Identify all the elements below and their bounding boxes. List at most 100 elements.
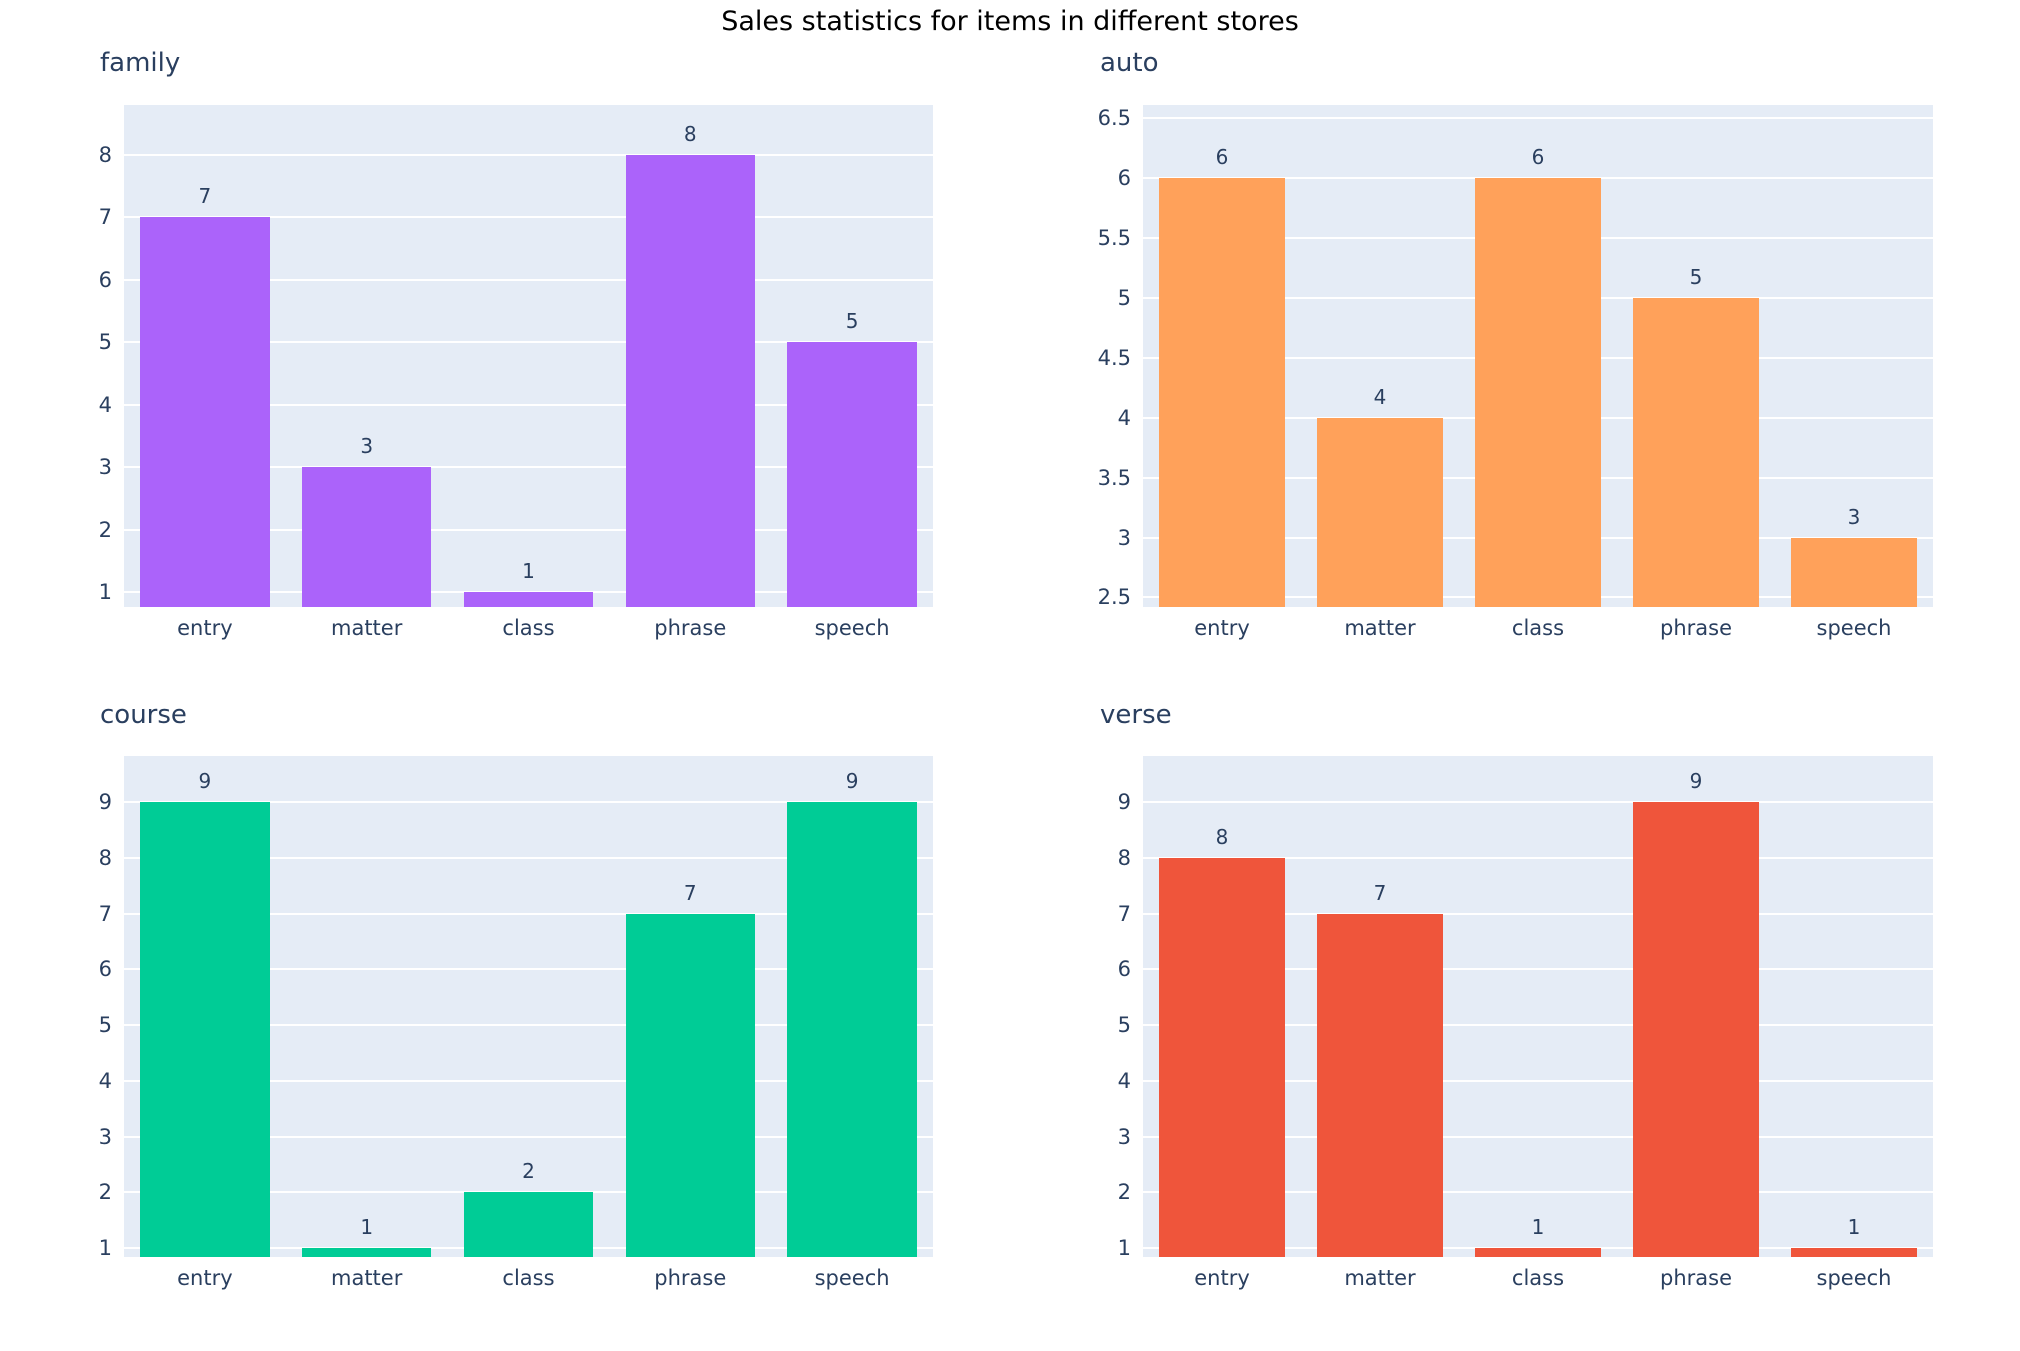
y-tick-label: 3 <box>1117 1124 1131 1149</box>
bar-value-label: 5 <box>845 309 859 334</box>
bar-auto-class <box>1474 178 1602 607</box>
gridline-y3 <box>124 466 933 469</box>
bar-family-entry <box>140 217 270 607</box>
gridline-y7 <box>124 912 933 915</box>
bar-value-label: 9 <box>198 769 212 794</box>
y-tick-label: 4.5 <box>1097 345 1131 370</box>
gridline-y3 <box>1143 1135 1933 1138</box>
y-tick-label: 2.5 <box>1097 585 1131 610</box>
y-tick-label: 7 <box>1117 901 1131 926</box>
bar-auto-matter <box>1316 417 1444 607</box>
subplot-title-verse: verse <box>1100 700 1172 730</box>
gridline-y8 <box>124 153 933 156</box>
x-category-label: entry <box>177 1266 233 1290</box>
gridline-y2 <box>1143 1191 1933 1194</box>
bar-course-speech <box>787 802 917 1257</box>
y-tick-label: 8 <box>98 142 112 167</box>
bar-value-label: 9 <box>845 769 859 794</box>
y-tick-label: 3 <box>1117 525 1131 550</box>
gridline-y6 <box>1143 968 1933 971</box>
gridline-y8 <box>124 856 933 859</box>
bar-value-label: 3 <box>360 434 374 459</box>
bar-value-label: 1 <box>522 559 535 583</box>
y-tick-label: 5.5 <box>1097 225 1131 250</box>
gridline-y6 <box>124 278 933 281</box>
bar-family-class <box>463 592 594 607</box>
y-tick-label: 5 <box>1117 285 1131 310</box>
gridline-y4 <box>124 403 933 406</box>
x-category-label: speech <box>1816 616 1892 640</box>
bar-value-label: 6 <box>1215 145 1229 170</box>
y-tick-label: 9 <box>98 790 112 815</box>
gridline-y5 <box>124 341 933 344</box>
x-category-label: phrase <box>654 1266 727 1290</box>
gridline-y4 <box>124 1079 933 1082</box>
bar-value-label: 7 <box>683 880 697 905</box>
x-category-label: matter <box>331 616 403 640</box>
x-category-label: speech <box>814 1266 890 1290</box>
x-category-label: class <box>502 1266 555 1290</box>
gridline-y4 <box>1143 1079 1933 1082</box>
gridline-y2 <box>124 528 933 531</box>
gridline-y8 <box>1143 856 1933 859</box>
bar-value-label: 1 <box>1847 1215 1861 1240</box>
gridline-y6.5 <box>1143 117 1933 120</box>
bar-value-label: 4 <box>1373 384 1387 409</box>
bar-verse-matter <box>1316 913 1444 1257</box>
bar-value-label: 6 <box>1531 145 1545 170</box>
bar-verse-entry <box>1158 857 1286 1257</box>
gridline-y5 <box>124 1024 933 1027</box>
bar-course-phrase <box>625 913 756 1257</box>
y-tick-label: 2 <box>1117 1180 1131 1205</box>
y-tick-label: 5 <box>98 330 112 355</box>
bar-auto-speech <box>1790 537 1918 607</box>
gridline-y9 <box>124 801 933 804</box>
y-tick-label: 6.5 <box>1097 106 1131 131</box>
bar-family-phrase <box>625 154 756 607</box>
y-tick-label: 5 <box>1117 1013 1131 1038</box>
x-category-label: entry <box>1194 1266 1250 1290</box>
bar-value-label: 1 <box>1531 1215 1545 1240</box>
bar-course-matter <box>301 1248 432 1257</box>
x-category-label: phrase <box>1659 616 1732 640</box>
y-tick-label: 6 <box>98 267 112 292</box>
x-category-label: phrase <box>654 616 727 640</box>
bar-auto-entry <box>1158 178 1286 607</box>
bar-value-label: 3 <box>1847 504 1861 529</box>
bar-value-label: 7 <box>198 184 212 209</box>
y-tick-label: 4 <box>98 392 112 417</box>
bar-verse-class <box>1474 1248 1602 1257</box>
bar-auto-phrase <box>1632 297 1760 607</box>
y-tick-label: 9 <box>1117 790 1131 815</box>
x-category-label: entry <box>1194 616 1250 640</box>
y-tick-label: 8 <box>98 845 112 870</box>
bar-value-label: 9 <box>1689 769 1703 794</box>
gridline-y6 <box>124 968 933 971</box>
y-tick-label: 3 <box>98 455 112 480</box>
y-tick-label: 6 <box>1117 166 1131 191</box>
gridline-y3 <box>124 1135 933 1138</box>
bar-verse-phrase <box>1632 802 1760 1257</box>
x-category-label: entry <box>177 616 233 640</box>
y-tick-label: 4 <box>1117 1068 1131 1093</box>
y-tick-label: 4 <box>98 1068 112 1093</box>
subplot-title-family: family <box>100 48 181 78</box>
subplot-title-course: course <box>100 700 187 730</box>
gridline-y7 <box>124 216 933 219</box>
y-tick-label: 4 <box>1117 405 1131 430</box>
bar-course-entry <box>140 802 270 1257</box>
y-tick-label: 1 <box>98 1236 112 1261</box>
subplot-title-auto: auto <box>1100 48 1159 78</box>
bar-course-class <box>463 1192 594 1257</box>
y-tick-label: 6 <box>98 957 112 982</box>
x-category-label: class <box>502 616 555 640</box>
x-category-label: matter <box>1344 616 1416 640</box>
y-tick-label: 7 <box>98 901 112 926</box>
bar-value-label: 7 <box>1373 880 1387 905</box>
x-category-label: matter <box>331 1266 403 1290</box>
x-category-label: speech <box>814 616 890 640</box>
x-category-label: matter <box>1344 1266 1416 1290</box>
x-category-label: class <box>1511 1266 1565 1290</box>
bar-value-label: 1 <box>360 1215 374 1240</box>
